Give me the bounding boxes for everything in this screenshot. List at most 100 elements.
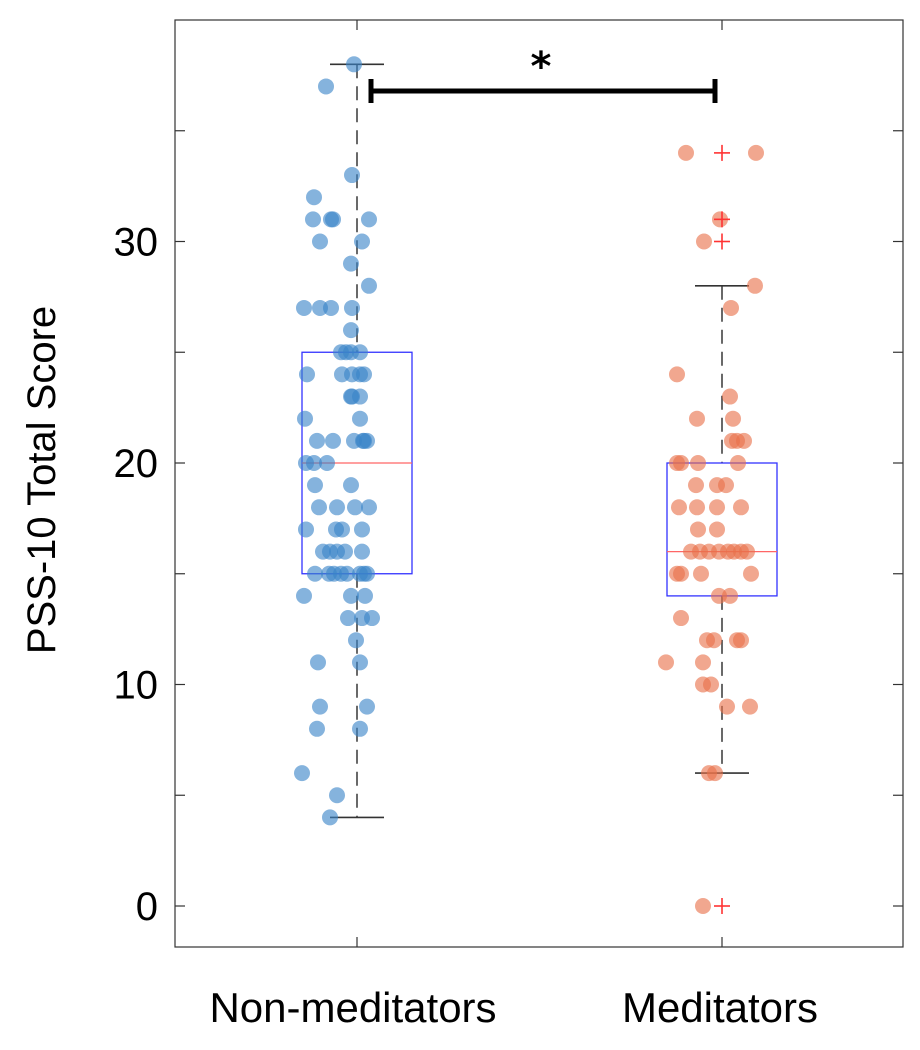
data-point — [719, 698, 735, 715]
data-point — [696, 233, 712, 250]
data-point — [356, 366, 372, 383]
data-point — [306, 189, 322, 206]
data-point — [748, 144, 764, 161]
data-point — [343, 322, 359, 339]
data-point — [311, 499, 327, 516]
data-point — [673, 565, 689, 582]
data-point — [310, 654, 326, 671]
data-point — [742, 698, 758, 715]
data-point — [318, 78, 334, 95]
data-point — [329, 787, 345, 804]
category-label-non-meditators: Non-meditators — [209, 984, 496, 1031]
data-point — [689, 499, 705, 516]
data-point — [322, 809, 338, 826]
data-point — [747, 277, 763, 294]
data-point — [703, 676, 719, 693]
data-point — [339, 565, 355, 582]
data-point — [329, 499, 345, 516]
data-point — [364, 610, 380, 627]
outlier-marker — [714, 144, 730, 161]
y-tick-label: 0 — [136, 885, 158, 929]
data-point — [361, 499, 377, 516]
data-point — [323, 299, 339, 316]
data-point — [319, 455, 335, 471]
points-layer — [294, 56, 764, 914]
data-point — [312, 299, 328, 316]
boxes-layer — [301, 351, 778, 597]
significance-star: * — [531, 44, 552, 90]
data-point — [688, 477, 704, 494]
data-point — [352, 410, 368, 427]
data-point — [306, 455, 322, 471]
outliers-layer — [714, 144, 730, 914]
data-point — [671, 499, 687, 516]
data-point — [711, 587, 727, 604]
data-point — [678, 144, 694, 161]
data-point — [312, 233, 328, 250]
data-point — [743, 565, 759, 582]
data-point — [346, 56, 362, 73]
data-point — [325, 432, 341, 449]
data-point — [347, 499, 363, 516]
y-axis-ticks — [175, 130, 903, 907]
data-point — [723, 299, 739, 316]
data-point — [689, 410, 705, 427]
data-point — [299, 366, 315, 383]
data-point — [730, 455, 746, 471]
data-point — [325, 211, 341, 228]
data-point — [298, 521, 314, 538]
data-point — [706, 632, 722, 649]
y-axis-tick-labels: 0 10 20 30 — [114, 221, 159, 930]
data-point — [297, 410, 313, 427]
data-point — [354, 521, 370, 538]
data-point — [334, 521, 350, 538]
data-point — [344, 167, 360, 184]
data-point — [709, 499, 725, 516]
data-point — [343, 477, 359, 494]
data-point — [695, 898, 711, 914]
y-tick-label: 10 — [114, 664, 159, 708]
data-point — [352, 388, 368, 405]
y-tick-label: 30 — [114, 221, 159, 265]
outlier-marker — [714, 898, 730, 914]
data-point — [707, 765, 723, 782]
data-point — [337, 543, 353, 560]
data-point — [736, 432, 752, 449]
outlier-marker — [714, 233, 730, 250]
data-point — [673, 610, 689, 627]
data-point — [359, 432, 375, 449]
y-axis-title: PSS-10 Total Score — [20, 306, 64, 654]
data-point — [309, 720, 325, 737]
data-point — [352, 344, 368, 361]
data-point — [348, 632, 364, 649]
data-point — [352, 720, 368, 737]
data-point — [307, 477, 323, 494]
data-point — [690, 455, 706, 471]
x-axis-category-labels: Non-meditators Meditators — [209, 984, 818, 1031]
data-point — [718, 477, 734, 494]
category-label-meditators: Meditators — [622, 984, 818, 1031]
data-point — [340, 610, 356, 627]
data-point — [739, 543, 755, 560]
significance-bracket: * — [368, 44, 718, 103]
data-point — [352, 654, 368, 671]
data-point — [673, 455, 689, 471]
data-point — [354, 543, 370, 560]
data-point — [722, 587, 738, 604]
data-point — [296, 587, 312, 604]
data-point — [354, 233, 370, 250]
x-axis-ticks — [356, 20, 723, 947]
data-point — [658, 654, 674, 671]
data-point — [361, 211, 377, 228]
data-point — [343, 587, 359, 604]
data-point — [359, 565, 375, 582]
data-point — [693, 565, 709, 582]
data-point — [305, 211, 321, 228]
data-point — [357, 587, 373, 604]
data-point — [344, 299, 360, 316]
data-point — [709, 521, 725, 538]
data-point — [307, 565, 323, 582]
data-point — [359, 698, 375, 715]
data-point — [361, 277, 377, 294]
